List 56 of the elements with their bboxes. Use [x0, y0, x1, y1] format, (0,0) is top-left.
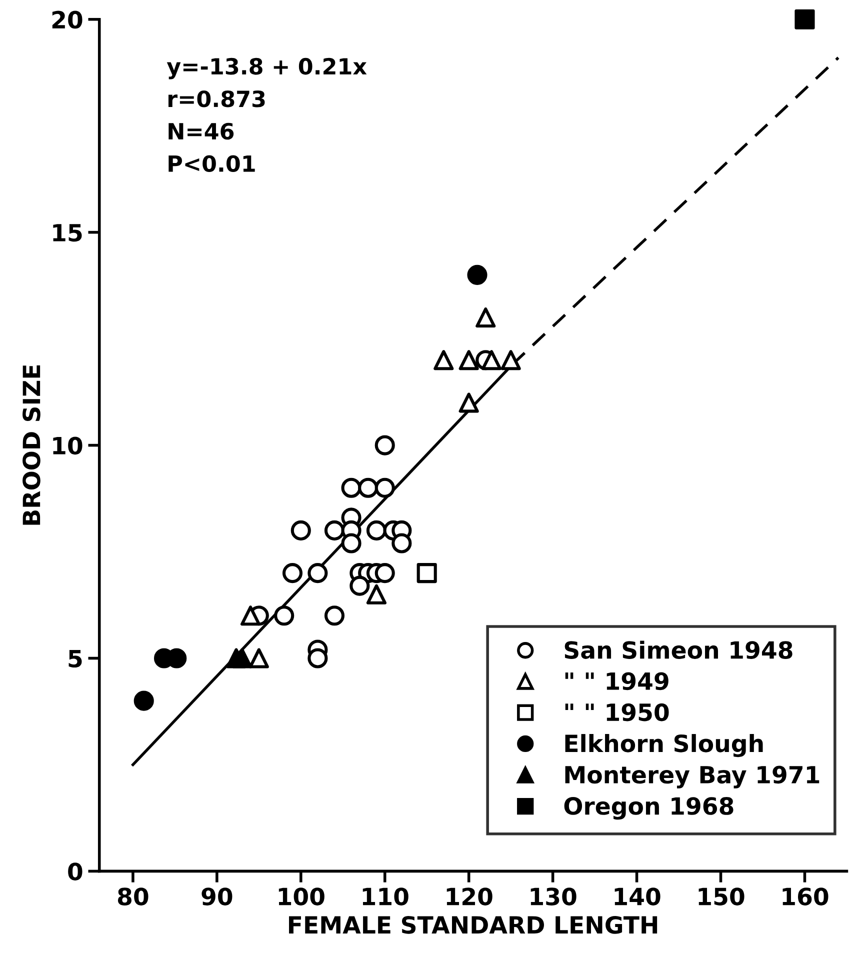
point [476, 307, 496, 328]
point [794, 9, 815, 30]
point [416, 563, 437, 584]
y-tick-label: 10 [53, 436, 82, 455]
point [434, 350, 454, 370]
x-tick-label: 160 [782, 888, 828, 906]
point [374, 563, 395, 584]
x-tick-label: 150 [698, 888, 744, 906]
x-tick-label: 140 [614, 888, 660, 906]
x-tick-label: 120 [446, 888, 492, 906]
point [232, 648, 252, 668]
y-axis-title: BROOD SIZE [22, 365, 40, 525]
legend-label: " " 1949 [565, 672, 668, 690]
point [248, 648, 269, 668]
y-tick-label: 20 [52, 10, 82, 29]
point [341, 533, 362, 554]
x-tick-label: 80 [118, 888, 148, 906]
y-tick-label: 15 [53, 224, 82, 242]
annotation: r=0.873 [168, 90, 265, 108]
x-axis-title: FEMALE STANDARD LENGTH [289, 916, 658, 934]
point [458, 392, 479, 413]
point [308, 648, 328, 668]
y-tick-label: 0 [68, 862, 82, 881]
point [282, 563, 303, 584]
point [374, 478, 395, 498]
x-tick-label: 100 [278, 888, 324, 906]
point [374, 435, 395, 456]
point [392, 533, 412, 554]
annotation: N=46 [168, 122, 234, 140]
annotation: y=-13.8 + 0.21x [166, 58, 367, 80]
point [481, 350, 502, 370]
point [350, 576, 370, 596]
x-tick-label: 110 [362, 888, 408, 906]
point [324, 606, 345, 626]
point [274, 606, 294, 626]
point [134, 690, 154, 711]
legend-label: Oregon 1968 [564, 797, 734, 820]
point [341, 478, 362, 498]
point [324, 520, 345, 540]
point [366, 584, 387, 604]
x-tick-label: 130 [530, 888, 576, 906]
legend-label: Monterey Bay 1971 [565, 766, 820, 788]
legend-label: San Simeon 1948 [564, 640, 792, 659]
point [308, 563, 328, 584]
point [467, 264, 488, 285]
point [366, 520, 387, 540]
legend-label: Elkhorn Slough [565, 734, 763, 758]
y-tick-label: 5 [68, 650, 82, 668]
legend-label: " " 1950 [565, 703, 669, 722]
point [240, 606, 261, 626]
x-tick-label: 90 [202, 888, 232, 906]
point [358, 478, 378, 498]
point [458, 350, 479, 370]
annotation: P<0.01 [168, 155, 255, 172]
point [500, 350, 521, 370]
point [290, 520, 311, 540]
